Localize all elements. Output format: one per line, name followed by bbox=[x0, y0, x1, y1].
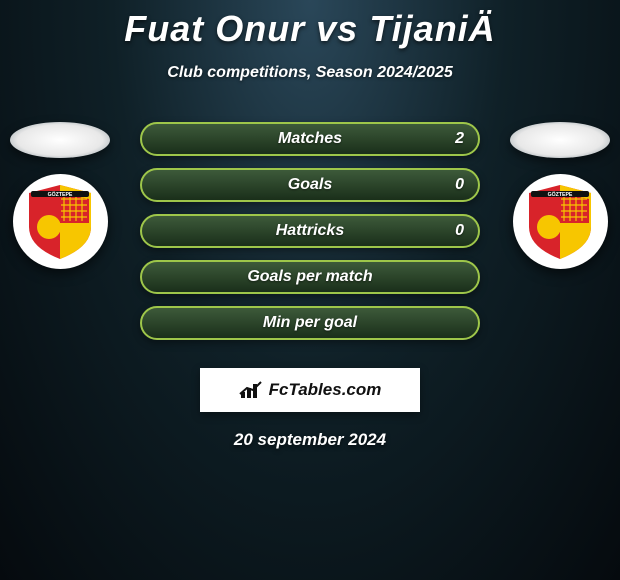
stat-label: Min per goal bbox=[263, 314, 357, 332]
stat-row-min-per-goal: Min per goal bbox=[140, 306, 480, 340]
brand-text: FcTables.com bbox=[269, 380, 382, 400]
stat-label: Goals bbox=[288, 176, 332, 194]
stat-value: 0 bbox=[455, 222, 464, 240]
stat-row-hattricks: Hattricks 0 bbox=[140, 214, 480, 248]
stat-row-goals: Goals 0 bbox=[140, 168, 480, 202]
player-right-avatar-placeholder bbox=[510, 122, 610, 158]
brand-watermark: FcTables.com bbox=[200, 368, 420, 412]
stat-value: 2 bbox=[455, 130, 464, 148]
player-left-column: GÖZTEPE bbox=[10, 122, 110, 269]
comparison-panel: GÖZTEPE bbox=[0, 122, 620, 450]
page-title: Fuat Onur vs TijaniÄ bbox=[0, 0, 620, 50]
stat-row-goals-per-match: Goals per match bbox=[140, 260, 480, 294]
stat-label: Matches bbox=[278, 130, 342, 148]
player-right-club-badge: GÖZTEPE bbox=[513, 174, 608, 269]
svg-text:GÖZTEPE: GÖZTEPE bbox=[548, 191, 573, 198]
stat-label: Hattricks bbox=[276, 222, 344, 240]
svg-text:GÖZTEPE: GÖZTEPE bbox=[48, 191, 73, 198]
subtitle: Club competitions, Season 2024/2025 bbox=[0, 64, 620, 82]
player-left-club-badge: GÖZTEPE bbox=[13, 174, 108, 269]
date-text: 20 september 2024 bbox=[0, 430, 620, 450]
player-right-column: GÖZTEPE bbox=[510, 122, 610, 269]
stat-row-matches: Matches 2 bbox=[140, 122, 480, 156]
goztepe-crest-icon: GÖZTEPE bbox=[25, 183, 95, 261]
stat-label: Goals per match bbox=[247, 268, 372, 286]
bar-chart-icon bbox=[239, 380, 263, 400]
stat-value: 0 bbox=[455, 176, 464, 194]
player-left-avatar-placeholder bbox=[10, 122, 110, 158]
stats-list: Matches 2 Goals 0 Hattricks 0 Goals per … bbox=[140, 122, 480, 340]
goztepe-crest-icon: GÖZTEPE bbox=[525, 183, 595, 261]
